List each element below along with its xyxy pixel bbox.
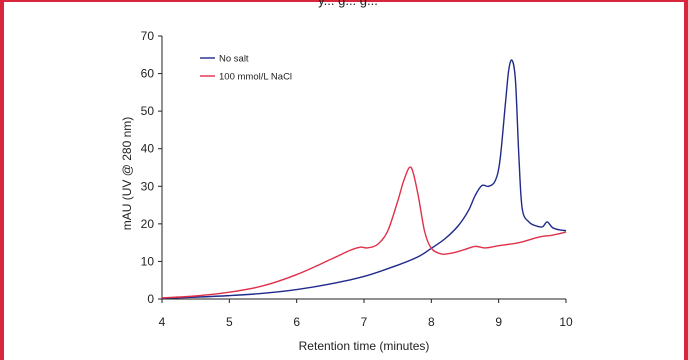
series-lines	[161, 59, 567, 299]
x-axis-label: Retention time (minutes)	[299, 339, 430, 353]
x-tick-label: 8	[428, 315, 435, 329]
x-tick-label: 4	[159, 315, 166, 329]
x-tick-label: 6	[293, 315, 300, 329]
y-tick-label: 0	[147, 292, 154, 306]
y-tick-label: 20	[141, 217, 155, 231]
legend-label-no-salt: No salt	[219, 54, 249, 65]
series-line-no-salt	[161, 59, 567, 299]
y-tick-label: 70	[141, 29, 155, 43]
y-tick-label: 10	[141, 254, 155, 268]
x-tick-label: 7	[361, 315, 368, 329]
y-tick-label: 40	[141, 142, 155, 156]
legend: No salt 100 mmol/L NaCl	[200, 54, 292, 83]
x-tick-label: 10	[559, 315, 573, 329]
y-tick-label: 60	[141, 67, 155, 81]
series-line-100-mmol-l-nacl	[161, 166, 567, 299]
axes: 0 10 20 30 40 50 60 70 4 5 6 7 8 9 10	[141, 29, 573, 329]
x-tick-label: 9	[495, 315, 502, 329]
legend-label-100-mmol-l-nacl: 100 mmol/L NaCl	[219, 72, 292, 83]
x-tick-label: 5	[226, 315, 233, 329]
top-caption: y... g... g...	[318, 0, 378, 8]
y-tick-label: 30	[141, 179, 155, 193]
y-tick-label: 50	[141, 104, 155, 118]
y-axis-label: mAU (UV @ 280 nm)	[120, 117, 134, 231]
